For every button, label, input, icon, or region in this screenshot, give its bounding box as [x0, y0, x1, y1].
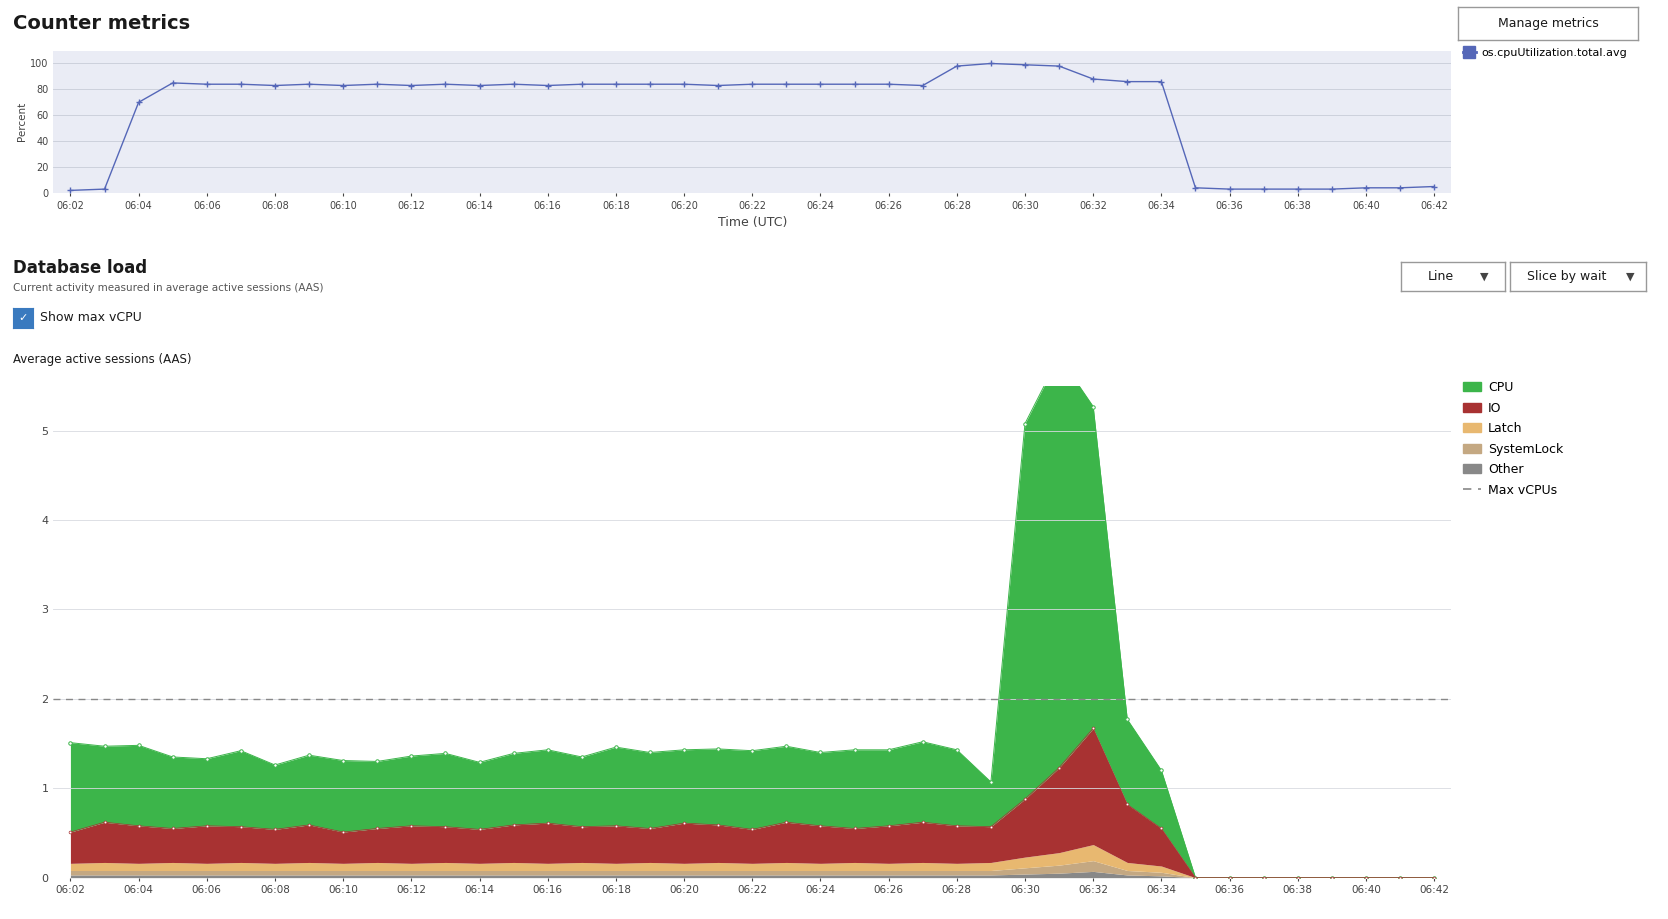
X-axis label: Time (UTC): Time (UTC): [717, 216, 787, 229]
Legend: CPU, IO, Latch, SystemLock, Other, Max vCPUs: CPU, IO, Latch, SystemLock, Other, Max v…: [1458, 376, 1568, 502]
Text: Counter metrics: Counter metrics: [13, 14, 190, 33]
Text: Line: Line: [1428, 270, 1453, 283]
Text: ▼: ▼: [1626, 272, 1635, 281]
Text: Manage metrics: Manage metrics: [1498, 17, 1598, 30]
Text: Show max vCPU: Show max vCPU: [40, 312, 142, 324]
Text: Database load: Database load: [13, 259, 147, 278]
Text: Current activity measured in average active sessions (AAS): Current activity measured in average act…: [13, 283, 324, 293]
Legend: os.cpuUtilization.total.avg: os.cpuUtilization.total.avg: [1458, 43, 1631, 62]
Text: Average active sessions (AAS): Average active sessions (AAS): [13, 353, 192, 366]
Y-axis label: Percent: Percent: [17, 102, 27, 142]
Text: ✓: ✓: [18, 313, 28, 323]
Text: ▼: ▼: [1480, 272, 1488, 281]
Text: Slice by wait: Slice by wait: [1528, 270, 1606, 283]
